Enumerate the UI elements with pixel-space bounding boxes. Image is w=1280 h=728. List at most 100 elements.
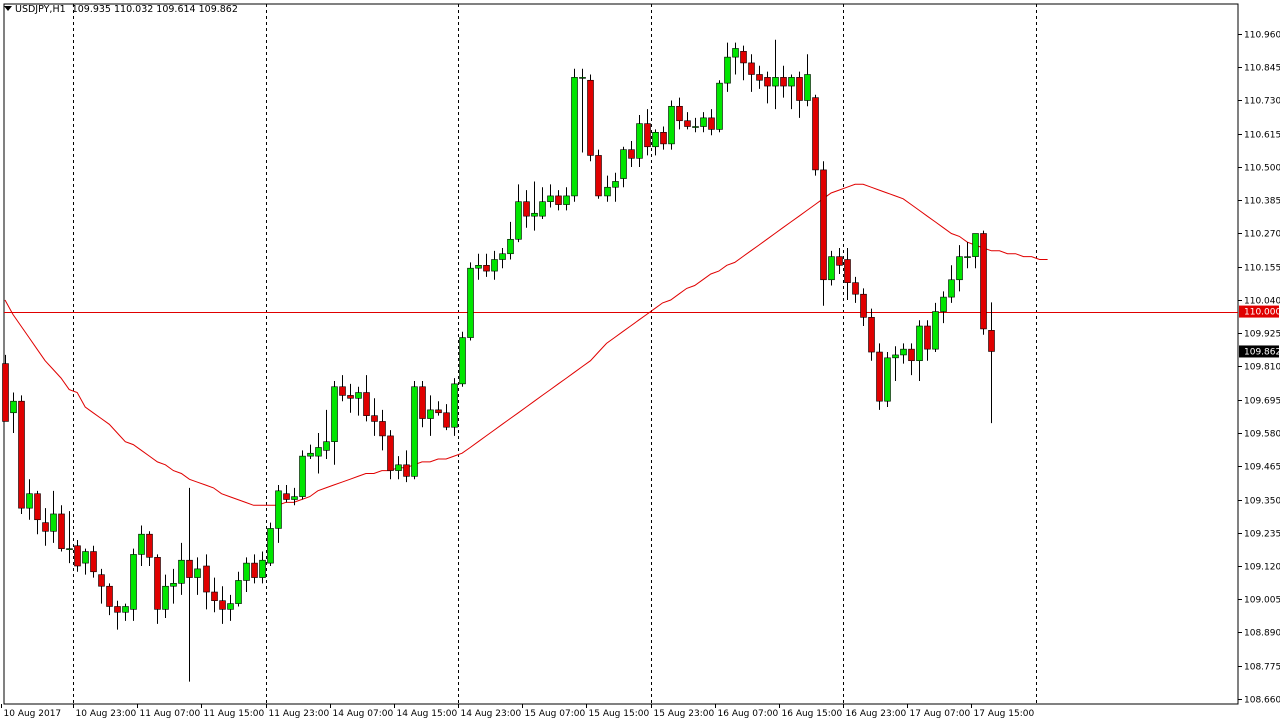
candle-body (620, 149, 627, 179)
candle (162, 574, 169, 619)
candle (26, 479, 33, 520)
candle (194, 557, 201, 595)
price-tick-label: 108.890 (1244, 629, 1280, 639)
price-tick-label: 108.775 (1244, 663, 1280, 673)
candle (154, 554, 161, 624)
candle-body (259, 559, 266, 578)
candle (908, 343, 915, 376)
candle-body (339, 386, 346, 396)
candle (379, 409, 386, 451)
candle-body (700, 117, 707, 127)
candle-body (780, 77, 787, 87)
candle-body (411, 386, 418, 477)
candle (18, 395, 25, 514)
candle-body (435, 409, 442, 414)
candle-body (170, 583, 177, 587)
current-price-label: 109.862 (1244, 347, 1280, 357)
candle (66, 511, 73, 564)
candle (523, 190, 530, 228)
time-tick-label: 11 Aug 07:00 (140, 709, 201, 719)
candle (804, 54, 811, 107)
candle-body (26, 493, 33, 509)
price-tick-label: 109.925 (1244, 330, 1280, 340)
candle-body (852, 282, 859, 295)
candle (419, 380, 426, 428)
candle (227, 594, 234, 621)
chevron-down-icon[interactable] (4, 6, 12, 11)
candle (515, 184, 522, 243)
candle-body (58, 513, 65, 549)
candle-body (459, 337, 466, 385)
level-price-label: 110.000 (1244, 308, 1280, 318)
candle (612, 172, 619, 202)
candle (876, 343, 883, 410)
candle-body (499, 253, 506, 260)
candle (275, 485, 282, 543)
candle-body (652, 132, 659, 148)
candle-body (796, 77, 803, 101)
candle-body (483, 265, 490, 272)
candle-body (122, 606, 129, 613)
candle-body (98, 574, 105, 587)
candle (387, 430, 394, 480)
candle-body (34, 493, 41, 521)
candle-body (106, 585, 113, 607)
candle-body (315, 447, 322, 457)
candle (956, 245, 963, 292)
candle-body (283, 493, 290, 500)
candle-body (724, 56, 731, 84)
candle-body (812, 97, 819, 171)
time-tick-label: 10 Aug 23:00 (76, 709, 137, 719)
candle-body (860, 293, 867, 318)
candle (555, 190, 562, 211)
candle-body (892, 354, 899, 359)
candle (507, 221, 514, 260)
candle (251, 554, 258, 584)
candle (267, 522, 274, 566)
candle (652, 129, 659, 156)
candle (203, 554, 210, 610)
candle (291, 487, 298, 506)
candle (531, 181, 538, 231)
candle-body (347, 395, 354, 399)
candle-body (427, 409, 434, 419)
candle-body (684, 120, 691, 127)
candle-body (251, 562, 258, 578)
time-tick-label: 14 Aug 15:00 (397, 709, 458, 719)
candle-body (644, 123, 651, 148)
candle (395, 456, 402, 480)
candle (900, 343, 907, 364)
candle (539, 187, 546, 220)
candle-body (419, 386, 426, 419)
candle-body (908, 348, 915, 362)
candle (884, 352, 891, 407)
candle-body (475, 265, 482, 269)
candle-body (772, 77, 779, 87)
symbol-header[interactable]: USDJPY,H1 109.935 110.032 109.614 109.86… (4, 4, 238, 15)
candle-body (708, 117, 715, 130)
candle-body (668, 105, 675, 145)
candle (499, 247, 506, 269)
candle (467, 262, 474, 341)
candle-body (186, 559, 193, 578)
level-price-box (1239, 305, 1279, 318)
candle (339, 375, 346, 402)
candle (932, 302, 939, 353)
candle (844, 247, 851, 300)
candle-body (756, 74, 763, 81)
price-tick-label: 109.235 (1244, 530, 1280, 540)
candle-body (612, 181, 619, 188)
candle (331, 380, 338, 465)
candle (138, 525, 145, 566)
candle-body (467, 267, 474, 338)
price-tick-label: 110.040 (1244, 297, 1280, 307)
candle-body (636, 123, 643, 159)
candle-body (2, 363, 9, 422)
price-tick-label: 110.270 (1244, 230, 1280, 240)
price-tick-label: 108.660 (1244, 696, 1280, 706)
candle-body (395, 464, 402, 471)
time-tick-label: 15 Aug 15:00 (589, 709, 650, 719)
candle (547, 184, 554, 208)
